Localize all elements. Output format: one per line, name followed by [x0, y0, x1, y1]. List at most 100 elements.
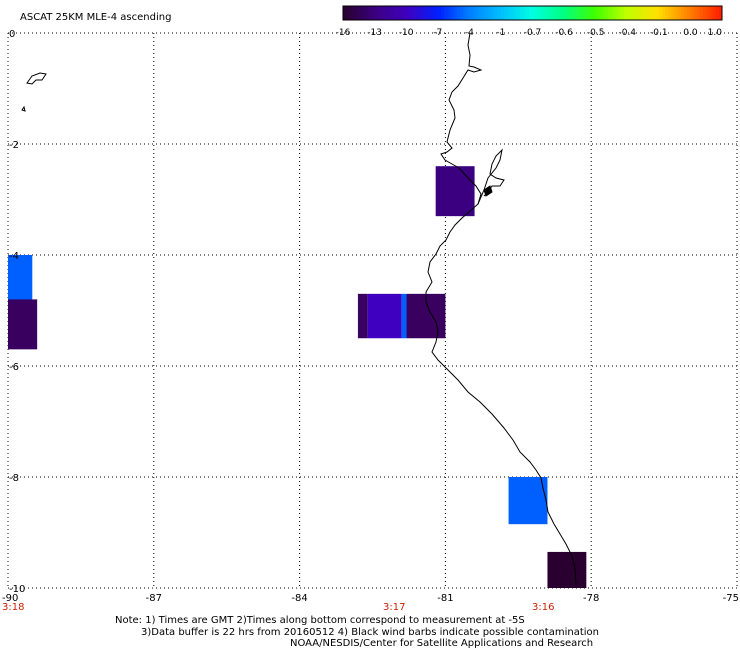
note-line-2: 3)Data buffer is 22 hrs from 20160512 4)…	[141, 627, 599, 638]
colorbar-swatch	[469, 6, 473, 20]
colorbar-swatch	[374, 6, 379, 20]
colorbar-swatch	[399, 6, 404, 20]
colorbar-swatch	[497, 6, 502, 20]
data-cell	[547, 551, 587, 588]
colorbar-swatch	[709, 6, 714, 20]
colorbar-swatch	[601, 6, 606, 20]
colorbar-swatch	[507, 6, 511, 20]
axis-labels: 0-2-4-6-8-10-90 -87 -84 -81 -78 -75	[2, 29, 739, 604]
colorbar-swatch	[526, 6, 530, 20]
colorbar-swatch	[488, 6, 492, 20]
colorbar-swatch	[579, 6, 584, 20]
colorbar-swatch	[620, 6, 625, 20]
colorbar	[342, 5, 723, 21]
note-line-3: NOAA/NESDIS/Center for Satellite Applica…	[290, 638, 594, 649]
colorbar-swatch	[481, 6, 486, 20]
colorbar-swatch	[548, 6, 552, 20]
colorbar-swatch	[428, 6, 432, 20]
colorbar-swatch	[630, 6, 635, 20]
colorbar-swatch	[718, 6, 723, 20]
colorbar-swatch	[649, 6, 654, 20]
island-galapagos-2	[21, 105, 26, 112]
coastline	[21, 32, 577, 586]
colorbar-swatch	[614, 6, 619, 20]
colorbar-swatch	[576, 6, 581, 20]
colorbar-swatch	[633, 6, 638, 20]
colorbar-swatch	[564, 6, 568, 20]
colorbar-label: 0.0	[683, 28, 698, 38]
colorbar-swatch	[699, 6, 704, 20]
colorbar-swatch	[500, 6, 505, 20]
colorbar-swatch	[715, 6, 720, 20]
colorbar-swatch	[611, 6, 616, 20]
colorbar-swatch	[463, 6, 467, 20]
colorbar-swatch	[352, 6, 357, 20]
colorbar-swatch	[403, 6, 407, 20]
colorbar-swatch	[668, 6, 672, 20]
colorbar-swatch	[541, 6, 546, 20]
colorbar-swatch	[570, 6, 575, 20]
colorbar-swatch	[687, 6, 691, 20]
colorbar-swatch	[560, 6, 565, 20]
colorbar-label: -0.5	[587, 28, 605, 38]
colorbar-swatch	[444, 6, 448, 20]
colorbar-swatch	[425, 6, 429, 20]
colorbar-swatch	[529, 6, 533, 20]
colorbar-swatch	[466, 6, 470, 20]
colorbar-swatch	[586, 6, 590, 20]
colorbar-swatch	[459, 6, 464, 20]
lat-label: -8	[9, 473, 19, 484]
colorbar-swatch	[557, 6, 562, 20]
colorbar-swatch	[551, 6, 556, 20]
colorbar-swatch	[532, 6, 537, 20]
colorbar-swatch	[598, 6, 603, 20]
colorbar-swatch	[406, 6, 410, 20]
colorbar-swatch	[523, 6, 527, 20]
colorbar-swatch	[567, 6, 571, 20]
colorbar-swatch	[431, 6, 436, 20]
note-line-1: Note: 1) Times are GMT 2)Times along bot…	[115, 615, 525, 626]
colorbar-label: -0.1	[650, 28, 668, 38]
colorbar-swatch	[639, 6, 644, 20]
colorbar-swatch	[421, 6, 426, 20]
lat-label: -4	[9, 251, 19, 262]
colorbar-swatch	[690, 6, 695, 20]
data-cell	[367, 293, 402, 339]
time-label: 3:17	[383, 602, 405, 613]
colorbar-swatch	[519, 6, 524, 20]
lon-label: -87	[146, 593, 162, 604]
data-cell	[508, 477, 548, 525]
colorbar-swatch	[624, 6, 628, 20]
colorbar-swatch	[677, 6, 682, 20]
colorbar-swatch	[608, 6, 612, 20]
colorbar-swatch	[665, 6, 669, 20]
colorbar-swatch	[343, 6, 347, 20]
colorbar-swatch	[510, 6, 515, 20]
colorbar-label: -13	[367, 28, 382, 38]
colorbar-swatch	[516, 6, 521, 20]
colorbar-swatch	[361, 6, 366, 20]
colorbar-swatch	[504, 6, 508, 20]
colorbar-swatch	[377, 6, 382, 20]
colorbar-label: 1.0	[708, 28, 723, 38]
colorbar-swatch	[573, 6, 578, 20]
colorbar-swatch	[696, 6, 701, 20]
colorbar-label: -16	[336, 28, 351, 38]
colorbar-swatch	[478, 6, 483, 20]
colorbar-swatch	[671, 6, 676, 20]
time-label: 3:18	[2, 602, 24, 613]
colorbar-swatch	[684, 6, 688, 20]
colorbar-swatch	[390, 6, 395, 20]
colorbar-swatch	[583, 6, 587, 20]
colorbar-swatch	[712, 6, 717, 20]
colorbar-swatch	[475, 6, 480, 20]
colorbar-swatch	[485, 6, 489, 20]
colorbar-swatch	[418, 6, 423, 20]
data-cell	[357, 293, 368, 339]
colorbar-swatch	[365, 6, 369, 20]
colorbar-swatch	[346, 6, 350, 20]
gulf-coast-path	[477, 148, 505, 205]
lon-label: -90	[2, 593, 18, 604]
time-labels: 3:18 3:17 3:16	[2, 602, 554, 613]
colorbar-swatch	[554, 6, 559, 20]
